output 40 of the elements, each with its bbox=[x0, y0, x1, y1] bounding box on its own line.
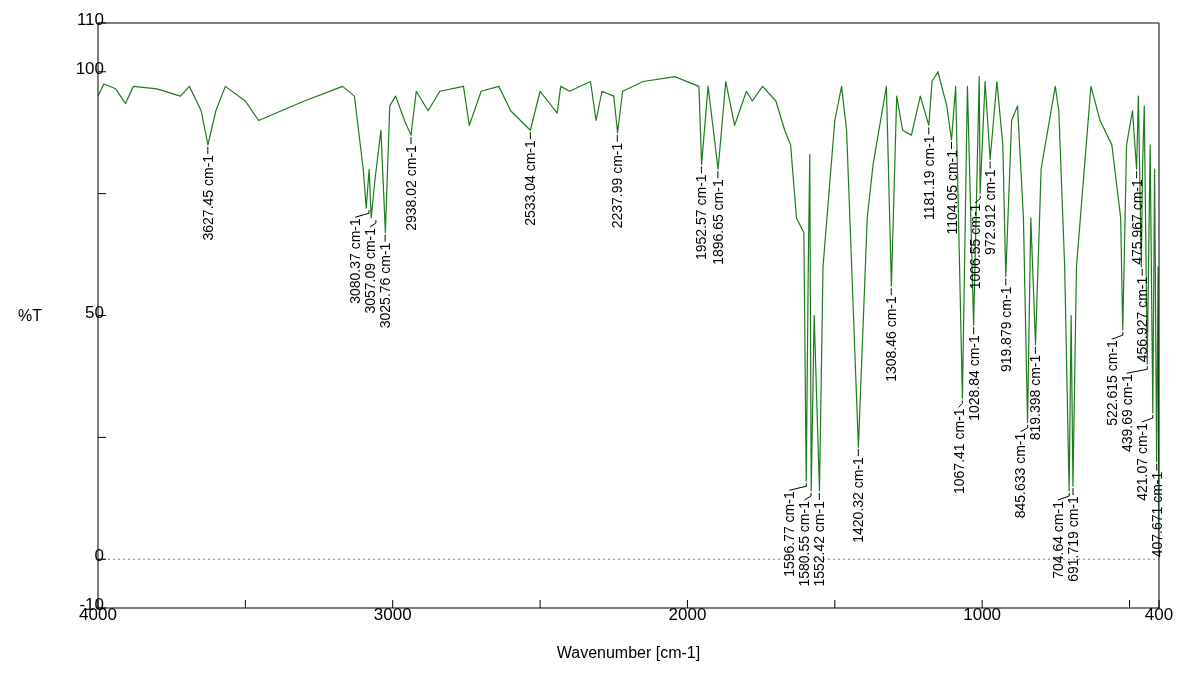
annotation: 3080.37 cm-1 bbox=[347, 218, 364, 304]
annotation: 456.927 cm-1 bbox=[1134, 276, 1151, 363]
annotation: 1952.57 cm-1 bbox=[693, 174, 710, 260]
annotation: 522.615 cm-1 bbox=[1103, 339, 1120, 426]
y-tick-label: 100 bbox=[75, 58, 104, 78]
annotation: 3025.76 cm-1 bbox=[377, 242, 394, 329]
annotation: 1181.19 cm-1 bbox=[920, 135, 937, 220]
annotation: 2237.99 cm-1 bbox=[609, 142, 626, 229]
annotation: 1896.65 cm-1 bbox=[709, 179, 726, 265]
annotation: 1028.84 cm-1 bbox=[965, 335, 982, 421]
annotation: 1006.55 cm-1 bbox=[967, 203, 984, 290]
annotation: 421.07 cm-1 bbox=[1133, 422, 1150, 501]
x-tick-label: 1000 bbox=[963, 605, 1002, 625]
annotation: 3057.09 cm-1 bbox=[362, 227, 379, 314]
annotation: 1420.32 cm-1 bbox=[850, 456, 867, 543]
x-tick-label: 3000 bbox=[373, 605, 412, 625]
annotation: 3627.45 cm-1 bbox=[199, 154, 216, 241]
annotation: 2533.04 cm-1 bbox=[522, 140, 539, 226]
annotation: 704.64 cm-1 bbox=[1050, 500, 1067, 579]
annotation: 691.719 cm-1 bbox=[1065, 495, 1082, 582]
annotation: 919.879 cm-1 bbox=[997, 286, 1014, 373]
x-tick-label: 2000 bbox=[668, 605, 707, 625]
annotation: 1104.05 cm-1 bbox=[943, 149, 960, 235]
y-tick-label: 50 bbox=[85, 302, 104, 322]
annotation: 1552.42 cm-1 bbox=[811, 500, 828, 587]
y-tick-label: 110 bbox=[76, 10, 104, 30]
annotation: 819.398 cm-1 bbox=[1027, 354, 1044, 441]
annotation: 439.69 cm-1 bbox=[1118, 374, 1135, 453]
annotation: 475.967 cm-1 bbox=[1128, 179, 1145, 265]
annotation: 407.671 cm-1 bbox=[1148, 471, 1165, 558]
annotation: 1308.46 cm-1 bbox=[883, 296, 900, 382]
annotation: 1580.55 cm-1 bbox=[796, 500, 813, 587]
y-axis-title: %T bbox=[18, 307, 43, 325]
annotation: 972.912 cm-1 bbox=[982, 169, 999, 256]
annotation: 845.633 cm-1 bbox=[1012, 432, 1029, 519]
annotation: 1596.77 cm-1 bbox=[781, 491, 798, 577]
annotation: 2938.02 cm-1 bbox=[402, 144, 419, 231]
x-axis-title: Wavenumber [cm-1] bbox=[556, 644, 701, 661]
annotation: 1067.41 cm-1 bbox=[950, 408, 967, 494]
x-tick-label: 400 bbox=[1144, 605, 1174, 625]
